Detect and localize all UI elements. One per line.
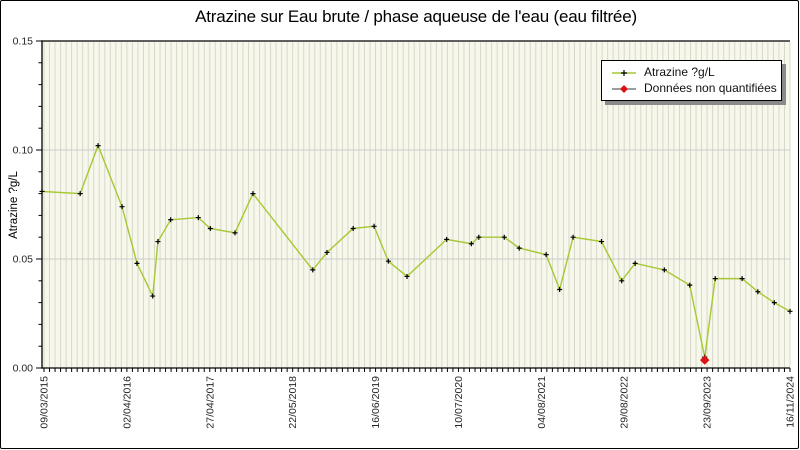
x-tick-label: 04/08/2021 (536, 376, 548, 429)
data-point-markers (39, 143, 793, 360)
x-tick-label: 16/11/2024 (785, 376, 797, 428)
x-tick-label: 29/08/2022 (619, 376, 631, 429)
legend-item-non-quantified: Données non quantifiées (609, 81, 781, 96)
horizontal-gridlines (42, 149, 790, 260)
plot-border (41, 40, 790, 369)
legend: Atrazine ?g/L Données non quantifiées (601, 60, 782, 101)
y-tick-labels: 0.00 0.05 0.10 0.15 (13, 36, 34, 375)
legend-marker-red-diamond-icon (612, 84, 636, 93)
chart-title: Atrazine sur Eau brute / phase aqueuse d… (195, 7, 637, 26)
x-tick-label: 10/07/2020 (453, 376, 465, 429)
x-tick-label: 16/06/2019 (370, 376, 382, 429)
legend-label-non-quantified: Données non quantifiées (644, 81, 777, 95)
x-tick-label: 22/05/2018 (287, 376, 299, 429)
y-tick-label: 0.10 (13, 145, 34, 157)
x-tick-label: 02/04/2016 (121, 376, 133, 429)
legend-item-atrazine: Atrazine ?g/L (609, 65, 781, 80)
legend-marker-line-dot-icon (612, 69, 636, 76)
y-tick-label: 0.05 (13, 254, 34, 266)
x-tick-label: 09/03/2015 (39, 376, 51, 429)
x-tick-label: 27/04/2017 (204, 376, 216, 429)
y-axis-ticks (36, 40, 42, 369)
legend-label-atrazine: Atrazine ?g/L (644, 65, 715, 79)
x-tick-labels: 09/03/2015 02/04/2016 27/04/2017 22/05/2018… (39, 376, 797, 429)
non-quantified-marker (700, 355, 710, 365)
y-tick-label: 0.00 (13, 363, 34, 375)
x-axis-ticks (43, 368, 791, 372)
y-tick-label: 0.15 (13, 36, 34, 48)
x-tick-label: 23/09/2023 (702, 376, 714, 429)
